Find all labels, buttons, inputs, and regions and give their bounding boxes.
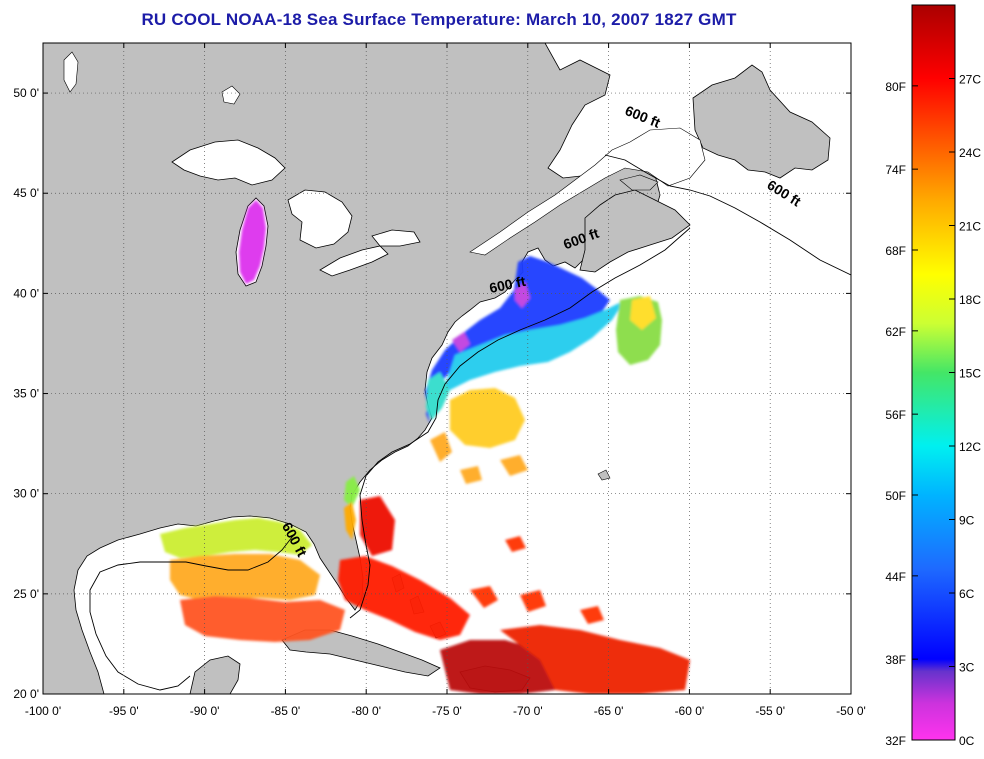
lon-tick-label: -80 0'	[351, 704, 381, 718]
grid-lines	[42, 43, 852, 695]
colorbar-fahrenheit-labels: 80F 74F 68F 62F 56F 50F 44F 38F 32F	[885, 80, 918, 748]
lon-tick-label: -65 0'	[594, 704, 624, 718]
isobath-600ft	[89, 154, 851, 691]
colorbar-celsius-labels: 27C 24C 21C 18C 15C 12C 9C 6C 3C 0C	[949, 73, 981, 748]
lake-winnipeg	[63, 51, 79, 93]
lat-tick-label: 45 0'	[13, 186, 39, 200]
colorbar-label-c: 12C	[959, 440, 981, 454]
colorbar-label-c: 0C	[959, 734, 975, 748]
sst-patch-caribbean-dark	[440, 640, 560, 694]
lon-tick-label: -100 0'	[25, 704, 61, 718]
sst-patch-magenta-nearshore	[452, 282, 530, 352]
lon-tick-label: -50 0'	[836, 704, 866, 718]
sst-patch-offshore-yellow	[630, 296, 656, 330]
lat-tick-label: 35 0'	[13, 387, 39, 401]
colorbar-label-f: 68F	[885, 244, 906, 258]
lat-tick-label: 25 0'	[13, 587, 39, 601]
colorbar-label-f: 44F	[885, 570, 906, 584]
sst-patch-straits-red	[338, 556, 470, 640]
sst-patch-caribbean-red	[500, 625, 690, 694]
lon-tick-label: -60 0'	[675, 704, 705, 718]
lon-tick-label: -75 0'	[432, 704, 462, 718]
sst-patch-scatter-red	[470, 536, 604, 624]
lon-tick-label: -70 0'	[513, 704, 543, 718]
colorbar-label-c: 3C	[959, 661, 975, 675]
lon-tick-label: -85 0'	[271, 704, 301, 718]
lake-nipigon	[221, 85, 241, 105]
colorbar-label-c: 6C	[959, 587, 975, 601]
colorbar-label-f: 32F	[885, 734, 906, 748]
colorbar-label-c: 18C	[959, 293, 981, 307]
longitude-labels: -100 0' -95 0' -90 0' -85 0' -80 0' -75 0' -70…	[25, 704, 866, 718]
sst-patch-gulf-north-yellow	[160, 518, 312, 558]
lat-tick-label: 40 0'	[13, 286, 39, 300]
sst-patch-gulf-stream-yellow	[450, 388, 525, 448]
colorbar-label-c: 9C	[959, 514, 975, 528]
map-frame	[42, 42, 852, 695]
sst-patch-gulf-stream-orange	[430, 432, 528, 484]
lake-erie	[319, 245, 389, 277]
lat-tick-label: 20 0'	[13, 687, 39, 701]
lake-superior	[171, 139, 286, 186]
colorbar-label-f: 80F	[885, 80, 906, 94]
colorbar-label-f: 38F	[885, 653, 906, 667]
colorbar-label-c: 21C	[959, 220, 981, 234]
lake-huron	[287, 189, 353, 249]
latitude-labels: 50 0' 45 0' 40 0' 35 0' 30 0' 25 0' 20 0'	[13, 86, 39, 701]
sst-patch-slope-water	[440, 300, 625, 402]
colorbar-label-c: 15C	[959, 367, 981, 381]
sst-patch-gulf-mid-orange	[170, 554, 320, 600]
lon-tick-label: -90 0'	[190, 704, 220, 718]
colorbar-label-c: 24C	[959, 146, 981, 160]
colorbar-label-c: 27C	[959, 73, 981, 87]
sst-patch-gulf-south-red	[180, 596, 345, 642]
map-title: RU COOL NOAA-18 Sea Surface Temperature:…	[141, 10, 737, 29]
land-pei	[619, 174, 659, 191]
colorbar-label-f: 56F	[885, 408, 906, 422]
colorbar-label-f: 74F	[885, 163, 906, 177]
colorbar-label-f: 62F	[885, 325, 906, 339]
contour-label: 600 ft	[488, 273, 527, 296]
sst-patch-florida-east-green	[344, 476, 360, 508]
sst-patch-florida-east-orange	[344, 502, 356, 540]
land-yucatan	[189, 655, 241, 694]
lake-ontario	[371, 229, 421, 247]
lat-tick-label: 50 0'	[13, 86, 39, 100]
sst-patch-bahamas-red	[360, 496, 395, 556]
lat-tick-label: 30 0'	[13, 487, 39, 501]
colorbar-gradient	[911, 4, 956, 741]
sst-patch-cyan-south	[426, 372, 450, 420]
sst-patch-lake-michigan	[239, 200, 266, 284]
lon-tick-label: -95 0'	[109, 704, 139, 718]
water-st-lawrence	[469, 127, 706, 256]
lon-tick-label: -55 0'	[755, 704, 785, 718]
land-nova-scotia	[579, 189, 691, 273]
colorbar-label-f: 50F	[885, 489, 906, 503]
sst-overlay	[160, 200, 690, 694]
land-cuba	[281, 629, 441, 677]
land-bermuda	[597, 469, 611, 481]
